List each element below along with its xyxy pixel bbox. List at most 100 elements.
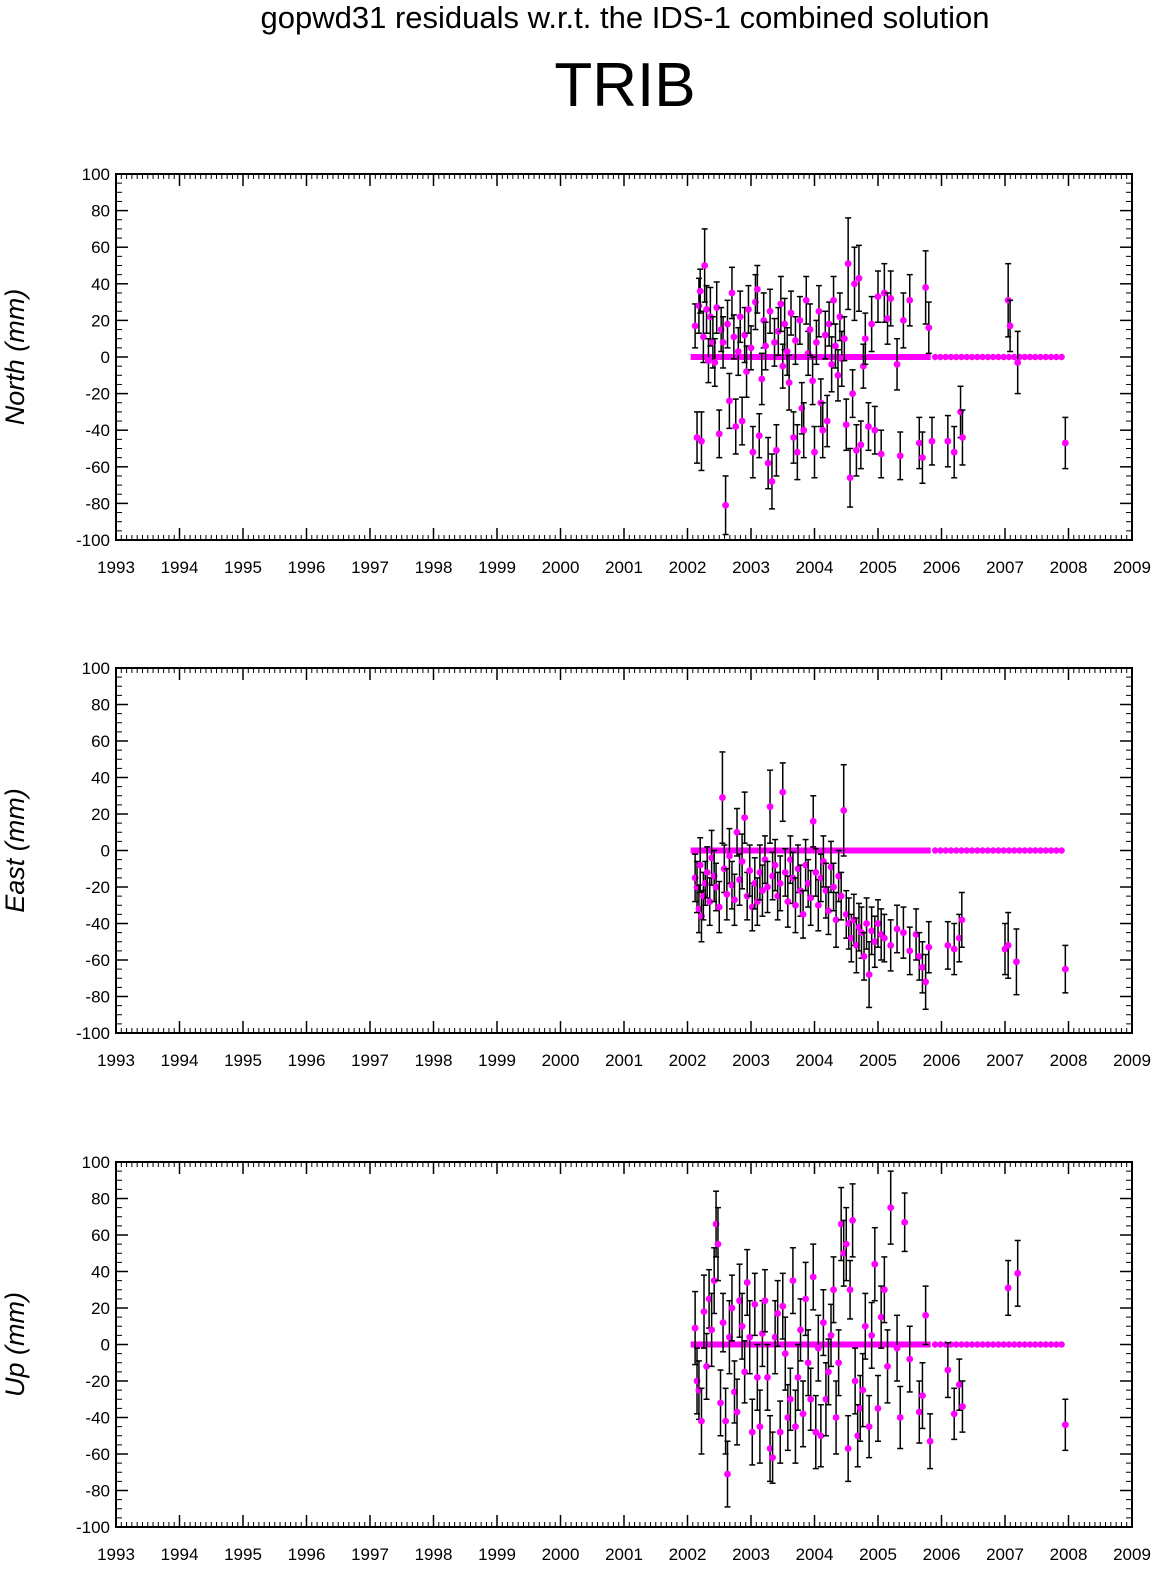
data-point [731, 896, 738, 904]
data-point [785, 379, 793, 387]
data-point [884, 315, 891, 322]
data-point [779, 362, 787, 370]
data-point [777, 300, 785, 308]
data-point [830, 883, 837, 891]
zero-reference-point [1026, 847, 1034, 854]
data-point [761, 1297, 769, 1305]
data-point [840, 335, 848, 343]
data-point [884, 1363, 891, 1370]
data-point [915, 1408, 923, 1416]
data-point [738, 858, 746, 865]
data-point [764, 459, 772, 467]
data-point [703, 306, 710, 313]
zero-reference-point [979, 1341, 986, 1348]
data-point [837, 1220, 845, 1228]
data-point [868, 927, 876, 935]
data-point [743, 1279, 751, 1286]
x-tick-label: 2004 [796, 1051, 834, 1070]
data-point [748, 1428, 756, 1436]
figure-title: gopwd31 residuals w.r.t. the IDS-1 combi… [260, 0, 990, 35]
data-point [751, 1300, 759, 1308]
zero-reference-point [958, 847, 965, 854]
y-tick-label: 20 [91, 311, 110, 330]
data-point [776, 879, 784, 887]
data-point [806, 326, 814, 333]
data-point [840, 806, 848, 814]
data-point [821, 331, 829, 339]
data-point [874, 293, 882, 301]
y-tick-label: 60 [91, 238, 110, 257]
zero-reference-point [931, 353, 939, 361]
y-tick-label: 60 [91, 1226, 110, 1245]
y-tick-label: 20 [91, 805, 110, 824]
data-point [768, 478, 776, 485]
data-point [764, 883, 771, 891]
data-point [771, 338, 778, 346]
data-point [802, 1295, 810, 1303]
x-tick-label: 2003 [732, 558, 770, 577]
data-point [705, 357, 712, 365]
data-point [854, 1432, 862, 1440]
data-point [835, 872, 843, 880]
data-point [877, 1313, 885, 1321]
data-point [860, 952, 868, 960]
data-point [840, 1249, 848, 1257]
x-tick-label: 2008 [1050, 558, 1088, 577]
data-point [863, 920, 870, 927]
data-point [925, 943, 933, 951]
data-point [1061, 965, 1069, 973]
y-axis-label: East (mm) [0, 788, 30, 913]
data-point [734, 348, 742, 355]
data-point [802, 296, 810, 304]
data-point [701, 262, 709, 269]
y-tick-label: -100 [76, 531, 110, 550]
data-point [896, 452, 904, 460]
data-point [832, 342, 839, 350]
zero-reference-point [1000, 1341, 1007, 1348]
y-tick-label: 40 [91, 275, 110, 294]
data-point [781, 869, 789, 876]
x-tick-label: 2008 [1050, 1545, 1088, 1564]
zero-reference-point [953, 847, 960, 854]
data-point [758, 375, 766, 383]
data-point [950, 945, 958, 953]
data-point [747, 344, 755, 352]
data-point [766, 307, 774, 315]
x-tick-label: 2007 [986, 1545, 1024, 1564]
zero-reference-point [931, 1341, 939, 1348]
data-point [1004, 1284, 1012, 1292]
data-point [959, 434, 966, 441]
data-point [825, 1368, 832, 1376]
data-point [871, 426, 879, 434]
x-tick-label: 1994 [161, 1051, 199, 1070]
data-point [837, 892, 845, 900]
y-axis-label: Up (mm) [0, 1292, 30, 1397]
data-point [800, 426, 808, 434]
zero-reference-point [974, 353, 981, 361]
data-point [825, 320, 833, 328]
x-tick-label: 2005 [859, 1051, 897, 1070]
zero-reference-point [947, 847, 955, 854]
data-point [713, 304, 721, 311]
zero-reference-point [931, 847, 939, 854]
data-point [714, 1240, 722, 1248]
data-point [861, 1322, 869, 1330]
data-point [1013, 958, 1020, 966]
x-tick-label: 2009 [1113, 558, 1151, 577]
zero-reference-point [1042, 353, 1050, 361]
data-point [836, 313, 844, 321]
data-point [746, 1333, 754, 1341]
y-tick-label: -40 [85, 915, 110, 934]
data-point [832, 916, 840, 924]
data-point [771, 861, 779, 869]
data-point [710, 1277, 718, 1285]
data-point [756, 1423, 764, 1431]
data-point [811, 448, 818, 456]
data-point [887, 1204, 895, 1212]
data-point [736, 1297, 743, 1305]
zero-reference-point [963, 353, 970, 361]
data-point [793, 448, 801, 456]
y-tick-label: -80 [85, 988, 110, 1007]
y-tick-label: -60 [85, 951, 110, 970]
